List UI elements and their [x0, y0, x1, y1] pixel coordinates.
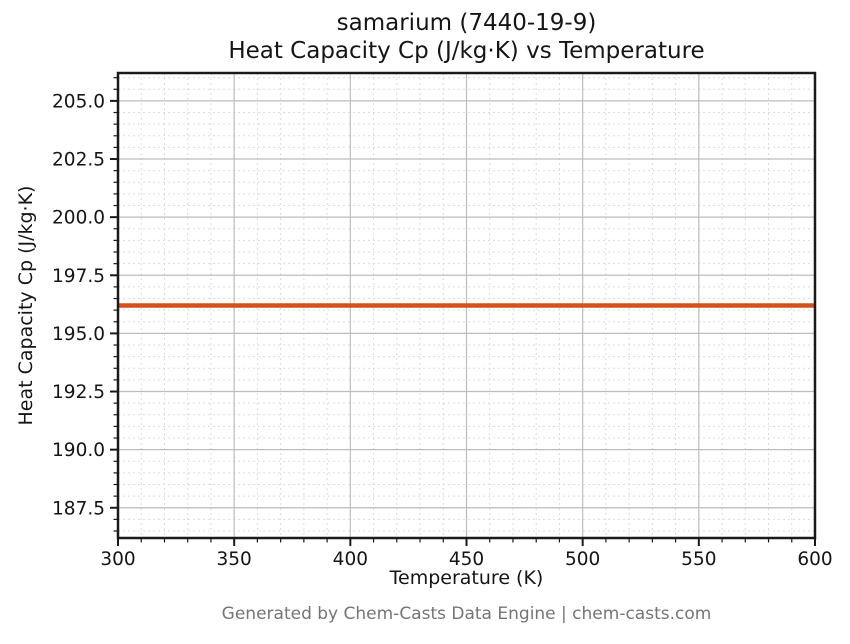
y-tick-label: 200.0: [52, 208, 105, 229]
y-axis-label: Heat Capacity Cp (J/kg·K): [15, 185, 37, 426]
x-tick-label: 450: [449, 549, 484, 570]
x-tick-label: 500: [565, 549, 600, 570]
x-tick-label: 350: [217, 549, 252, 570]
chart-title-line1: samarium (7440-19-9): [336, 10, 597, 36]
y-tick-label: 190.0: [52, 440, 105, 461]
footer-credit: Generated by Chem-Casts Data Engine | ch…: [221, 604, 712, 624]
x-tick-label: 300: [100, 549, 135, 570]
y-tick-label: 197.5: [52, 266, 105, 287]
y-tick-label: 202.5: [52, 150, 105, 171]
x-tick-label: 550: [681, 549, 716, 570]
x-tick-label: 600: [797, 549, 832, 570]
y-tick-label: 195.0: [52, 324, 105, 345]
chart-title-line2: Heat Capacity Cp (J/kg·K) vs Temperature: [228, 38, 705, 64]
y-tick-label: 187.5: [52, 498, 105, 519]
y-tick-label: 205.0: [52, 91, 105, 112]
x-axis-label: Temperature (K): [389, 567, 544, 589]
x-tick-label: 400: [333, 549, 368, 570]
y-tick-label: 192.5: [52, 382, 105, 403]
chart-title: samarium (7440-19-9) Heat Capacity Cp (J…: [118, 9, 815, 65]
